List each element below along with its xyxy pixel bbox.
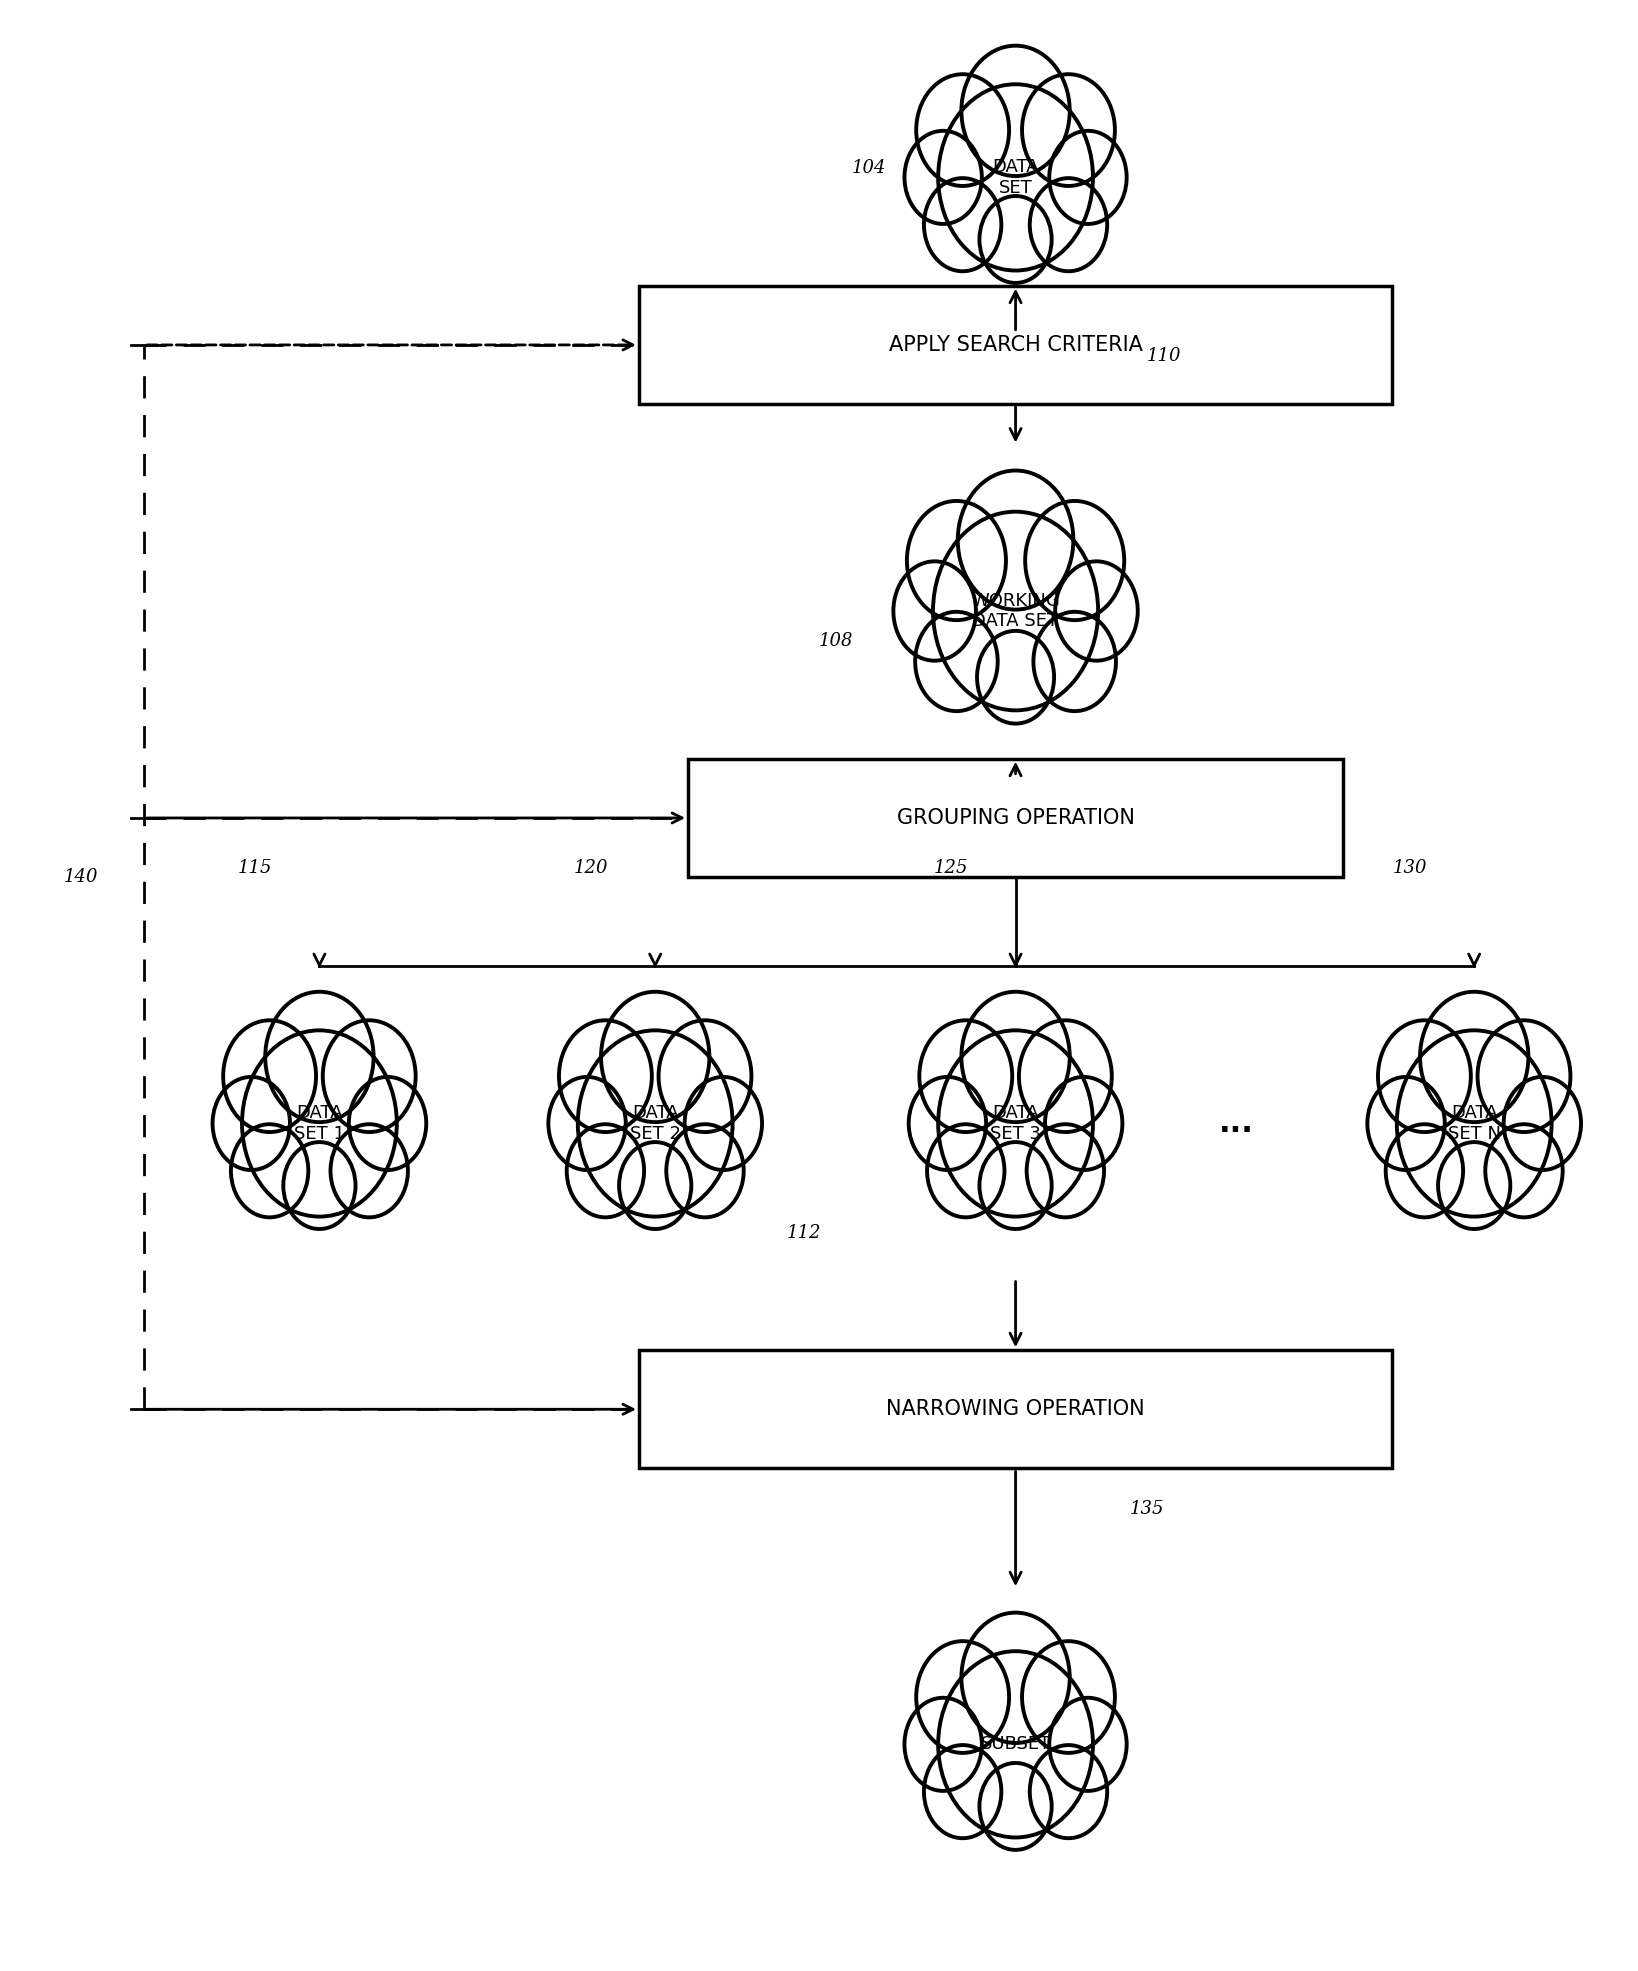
- Circle shape: [1397, 1031, 1551, 1216]
- Circle shape: [962, 45, 1070, 175]
- Text: 108: 108: [819, 633, 853, 650]
- Circle shape: [907, 501, 1006, 621]
- Circle shape: [909, 1076, 986, 1171]
- Circle shape: [980, 195, 1052, 284]
- Circle shape: [1420, 991, 1528, 1121]
- Circle shape: [1378, 1021, 1471, 1131]
- Text: DATA
SET: DATA SET: [993, 158, 1038, 197]
- Circle shape: [283, 1141, 355, 1230]
- Circle shape: [927, 1123, 1004, 1218]
- Circle shape: [1477, 1021, 1571, 1131]
- Circle shape: [919, 1021, 1012, 1131]
- Circle shape: [619, 1141, 691, 1230]
- Circle shape: [980, 1141, 1052, 1230]
- Circle shape: [667, 1123, 744, 1218]
- Circle shape: [549, 1076, 626, 1171]
- Circle shape: [1030, 177, 1107, 272]
- Circle shape: [904, 1697, 981, 1792]
- Circle shape: [924, 1744, 1001, 1839]
- Circle shape: [567, 1123, 644, 1218]
- Text: 115: 115: [238, 859, 272, 877]
- Text: DATA
SET 1: DATA SET 1: [293, 1104, 346, 1143]
- Circle shape: [1050, 130, 1127, 225]
- Circle shape: [231, 1123, 308, 1218]
- Circle shape: [1025, 501, 1124, 621]
- Text: 130: 130: [1392, 859, 1427, 877]
- Circle shape: [962, 1612, 1070, 1742]
- Text: DATA
SET 2: DATA SET 2: [629, 1104, 681, 1143]
- Text: GROUPING OPERATION: GROUPING OPERATION: [896, 808, 1135, 828]
- Circle shape: [213, 1076, 290, 1171]
- Circle shape: [658, 1021, 752, 1131]
- Circle shape: [1386, 1123, 1463, 1218]
- Circle shape: [939, 1652, 1093, 1837]
- Circle shape: [1050, 1697, 1127, 1792]
- Text: APPLY SEARCH CRITERIA: APPLY SEARCH CRITERIA: [889, 335, 1142, 355]
- Circle shape: [962, 991, 1070, 1121]
- Circle shape: [1019, 1021, 1112, 1131]
- Circle shape: [1030, 1744, 1107, 1839]
- Circle shape: [1486, 1123, 1563, 1218]
- Circle shape: [934, 512, 1097, 710]
- Text: DATA
SET 3: DATA SET 3: [989, 1104, 1042, 1143]
- FancyBboxPatch shape: [639, 286, 1392, 404]
- Circle shape: [939, 1031, 1093, 1216]
- Text: WORKING
DATA SET: WORKING DATA SET: [971, 591, 1060, 631]
- FancyBboxPatch shape: [688, 759, 1343, 877]
- Text: NARROWING OPERATION: NARROWING OPERATION: [886, 1399, 1145, 1419]
- Circle shape: [893, 562, 976, 660]
- Text: 110: 110: [1147, 347, 1181, 365]
- Circle shape: [1022, 75, 1115, 185]
- Circle shape: [223, 1021, 316, 1131]
- FancyBboxPatch shape: [639, 1350, 1392, 1468]
- Text: SUBSET: SUBSET: [981, 1734, 1050, 1754]
- Circle shape: [601, 991, 709, 1121]
- Text: 135: 135: [1130, 1500, 1165, 1518]
- Circle shape: [916, 75, 1009, 185]
- Circle shape: [578, 1031, 732, 1216]
- Circle shape: [685, 1076, 762, 1171]
- Text: 140: 140: [64, 867, 98, 887]
- Circle shape: [924, 177, 1001, 272]
- Circle shape: [1504, 1076, 1581, 1171]
- Circle shape: [904, 130, 981, 225]
- Circle shape: [916, 611, 998, 712]
- Circle shape: [559, 1021, 652, 1131]
- Circle shape: [1055, 562, 1138, 660]
- Circle shape: [980, 1762, 1052, 1851]
- Circle shape: [1034, 611, 1115, 712]
- Text: 120: 120: [573, 859, 608, 877]
- Circle shape: [939, 85, 1093, 270]
- Circle shape: [242, 1031, 396, 1216]
- Circle shape: [331, 1123, 408, 1218]
- Circle shape: [958, 471, 1073, 609]
- Circle shape: [1438, 1141, 1510, 1230]
- Circle shape: [976, 631, 1055, 723]
- Circle shape: [1368, 1076, 1445, 1171]
- Circle shape: [349, 1076, 426, 1171]
- Text: 112: 112: [786, 1224, 821, 1242]
- Circle shape: [323, 1021, 416, 1131]
- Circle shape: [916, 1642, 1009, 1752]
- Circle shape: [265, 991, 373, 1121]
- Circle shape: [1045, 1076, 1122, 1171]
- Text: ...: ...: [1219, 1110, 1255, 1137]
- Text: 125: 125: [934, 859, 968, 877]
- Circle shape: [1022, 1642, 1115, 1752]
- Text: 104: 104: [852, 160, 886, 177]
- Text: DATA
SET N: DATA SET N: [1448, 1104, 1500, 1143]
- Circle shape: [1027, 1123, 1104, 1218]
